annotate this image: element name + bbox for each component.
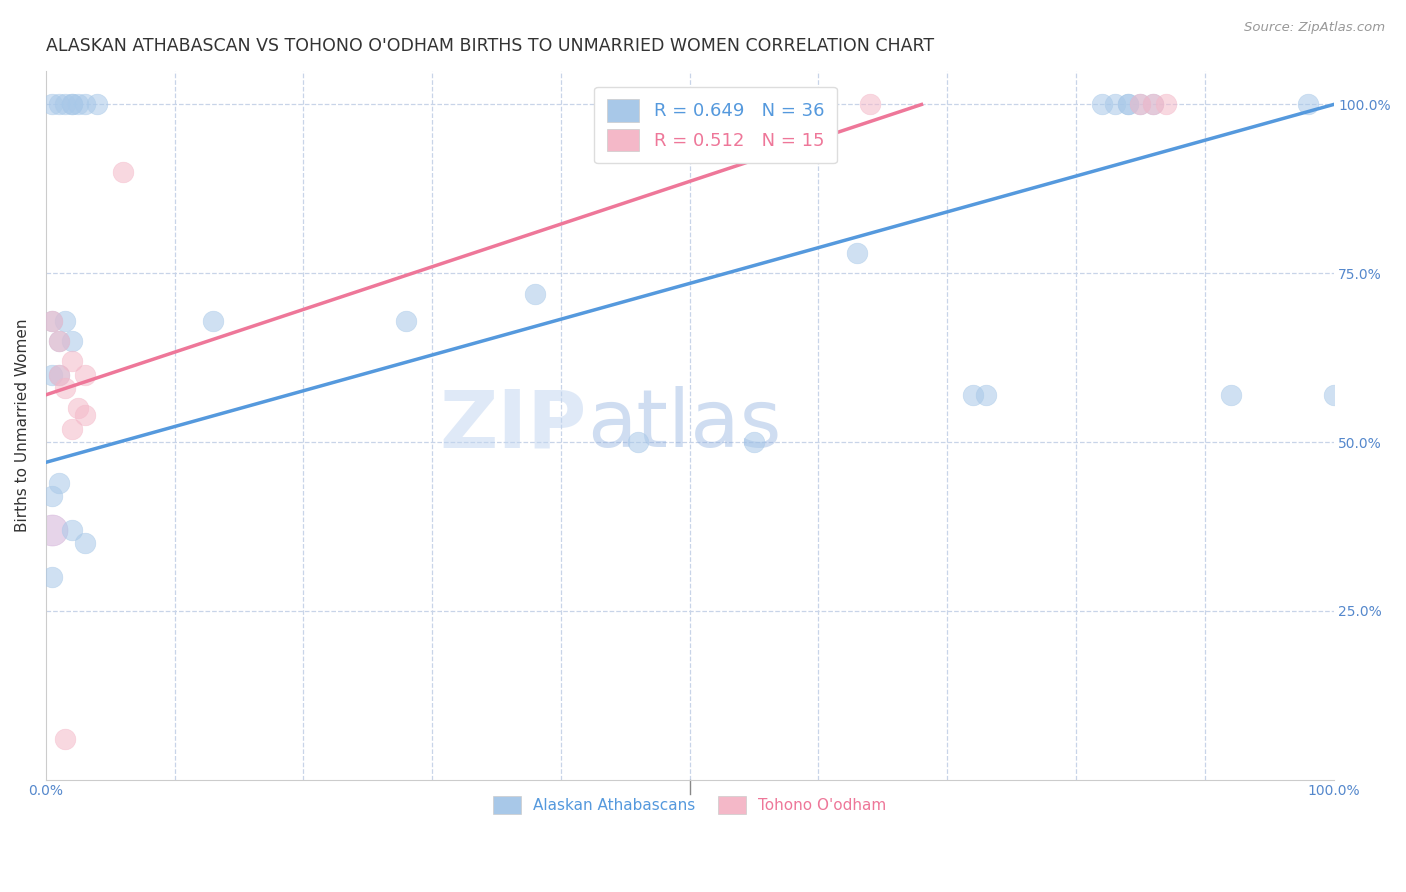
Point — [48, 475, 70, 490]
Point — [48, 368, 70, 382]
Point — [1322, 388, 1344, 402]
Point — [60, 354, 83, 368]
Point — [86, 97, 108, 112]
Point — [73, 408, 96, 422]
Point — [41, 368, 63, 382]
Point — [112, 165, 135, 179]
Point — [73, 97, 96, 112]
Point — [846, 246, 869, 260]
Point — [60, 97, 83, 112]
Point — [1154, 97, 1177, 112]
Point — [41, 570, 63, 584]
Point — [41, 313, 63, 327]
Point — [1104, 97, 1126, 112]
Point — [202, 313, 225, 327]
Point — [1142, 97, 1164, 112]
Point — [41, 523, 63, 537]
Legend: Alaskan Athabascans, Tohono O'odham: Alaskan Athabascans, Tohono O'odham — [482, 785, 897, 825]
Point — [60, 421, 83, 435]
Point — [48, 97, 70, 112]
Point — [60, 334, 83, 348]
Point — [524, 286, 547, 301]
Point — [395, 313, 418, 327]
Point — [53, 97, 76, 112]
Point — [1129, 97, 1152, 112]
Point — [1091, 97, 1114, 112]
Point — [1116, 97, 1139, 112]
Point — [41, 313, 63, 327]
Point — [41, 489, 63, 503]
Point — [1116, 97, 1139, 112]
Point — [67, 401, 90, 416]
Point — [48, 334, 70, 348]
Point — [53, 732, 76, 747]
Point — [60, 97, 83, 112]
Point — [859, 97, 882, 112]
Text: atlas: atlas — [586, 386, 782, 464]
Text: Source: ZipAtlas.com: Source: ZipAtlas.com — [1244, 21, 1385, 34]
Point — [627, 435, 650, 450]
Point — [742, 435, 765, 450]
Point — [1142, 97, 1164, 112]
Point — [67, 97, 90, 112]
Point — [1219, 388, 1241, 402]
Text: ZIP: ZIP — [440, 386, 586, 464]
Point — [60, 523, 83, 537]
Point — [48, 368, 70, 382]
Point — [1296, 97, 1319, 112]
Point — [48, 334, 70, 348]
Point — [73, 368, 96, 382]
Point — [73, 536, 96, 550]
Y-axis label: Births to Unmarried Women: Births to Unmarried Women — [15, 318, 30, 532]
Text: ALASKAN ATHABASCAN VS TOHONO O'ODHAM BIRTHS TO UNMARRIED WOMEN CORRELATION CHART: ALASKAN ATHABASCAN VS TOHONO O'ODHAM BIR… — [46, 37, 934, 55]
Point — [41, 97, 63, 112]
Point — [53, 313, 76, 327]
Point — [974, 388, 997, 402]
Point — [962, 388, 984, 402]
Point — [53, 381, 76, 395]
Point — [1129, 97, 1152, 112]
